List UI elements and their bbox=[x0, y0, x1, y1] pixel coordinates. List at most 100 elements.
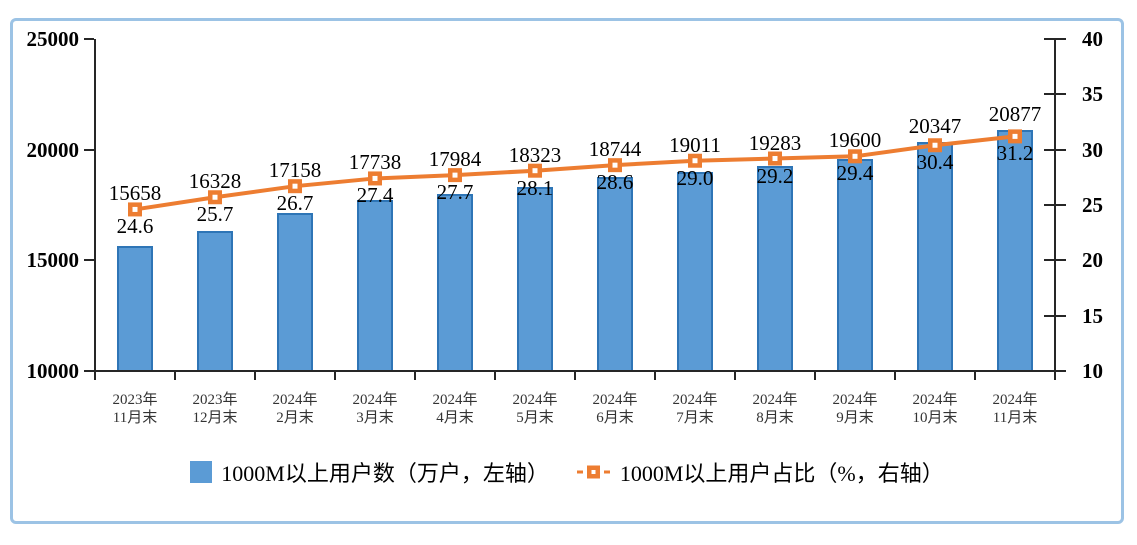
x-axis-label-line1: 2024年 bbox=[752, 392, 798, 408]
right-axis-tick-label: 15 bbox=[1082, 303, 1103, 328]
x-axis-tick bbox=[254, 372, 256, 380]
line-percent-label: 25.7 bbox=[196, 202, 234, 227]
bar-value-label: 17158 bbox=[268, 158, 322, 183]
line-percent-label: 28.1 bbox=[516, 175, 554, 200]
left-axis-tick bbox=[84, 148, 94, 151]
bar bbox=[277, 212, 313, 371]
bar-value-label: 15658 bbox=[108, 181, 162, 206]
bar-value-label: 17738 bbox=[348, 150, 402, 175]
line-percent-label: 29.4 bbox=[836, 161, 874, 186]
left-axis-line bbox=[94, 39, 96, 379]
bar-value-label: 17984 bbox=[428, 147, 482, 172]
x-axis-label: 2024年 5月末 bbox=[495, 391, 575, 427]
right-axis-tick-label: 20 bbox=[1082, 248, 1103, 273]
bar bbox=[677, 171, 713, 371]
line-percent-label: 27.4 bbox=[356, 183, 394, 208]
bar-value-label: 20877 bbox=[988, 102, 1042, 127]
x-axis-label: 2024年 2月末 bbox=[255, 391, 335, 427]
left-axis-tick-label: 20000 bbox=[26, 137, 80, 162]
x-axis-line bbox=[94, 370, 1056, 372]
legend-item-bar-series: 1000M以上用户数（万户，左轴） bbox=[190, 456, 549, 488]
left-axis-tick-label: 25000 bbox=[26, 27, 80, 51]
line-percent-label: 29.0 bbox=[676, 165, 714, 190]
x-axis-label-line1: 2024年 bbox=[992, 392, 1038, 408]
x-axis-label-line1: 2024年 bbox=[912, 392, 958, 408]
bar bbox=[437, 194, 473, 371]
x-axis-label: 2024年 6月末 bbox=[575, 391, 655, 427]
left-axis-tick-label: 15000 bbox=[26, 248, 80, 273]
bar-value-label: 19600 bbox=[828, 128, 882, 153]
right-axis-tick-label: 25 bbox=[1082, 193, 1103, 217]
x-axis-tick bbox=[894, 372, 896, 380]
bar-value-label: 20347 bbox=[908, 113, 962, 138]
x-axis-label-line2: 10月末 bbox=[912, 410, 958, 426]
x-axis-label-line2: 3月末 bbox=[356, 410, 394, 426]
line-percent-label: 31.2 bbox=[996, 141, 1034, 166]
x-axis-label-line2: 6月末 bbox=[596, 410, 634, 426]
right-axis-tick-label: 40 bbox=[1082, 27, 1103, 51]
legend-item-line-series: 1000M以上用户占比（%，右轴） bbox=[576, 456, 944, 488]
bar bbox=[597, 177, 633, 371]
x-axis-label-line1: 2024年 bbox=[432, 392, 478, 408]
x-axis-tick bbox=[1054, 372, 1056, 380]
x-axis-tick bbox=[974, 372, 976, 380]
right-axis-tick-label: 10 bbox=[1082, 359, 1103, 383]
x-axis-label-line2: 12月末 bbox=[192, 410, 238, 426]
right-axis-tick bbox=[1044, 38, 1066, 40]
x-axis-label-line1: 2024年 bbox=[512, 392, 558, 408]
x-axis-label: 2024年 10月末 bbox=[895, 391, 975, 427]
x-axis-label-line1: 2024年 bbox=[352, 392, 398, 408]
x-axis-label: 2024年 3月末 bbox=[335, 391, 415, 427]
x-axis-label: 2024年 4月末 bbox=[415, 391, 495, 427]
x-axis-label-line2: 4月末 bbox=[436, 410, 474, 426]
x-axis-label-line1: 2023年 bbox=[112, 392, 158, 408]
bar-value-label: 18744 bbox=[588, 137, 642, 162]
x-axis-label-line2: 5月末 bbox=[516, 410, 554, 426]
x-axis-label-line2: 8月末 bbox=[756, 410, 794, 426]
x-axis-tick bbox=[174, 372, 176, 380]
right-axis-line bbox=[1054, 39, 1056, 379]
bar bbox=[117, 245, 153, 371]
bar-value-label: 18323 bbox=[508, 142, 562, 167]
x-axis-tick bbox=[414, 372, 416, 380]
bar-value-label: 19283 bbox=[748, 130, 802, 155]
x-axis-tick bbox=[94, 372, 96, 380]
x-axis-label-line1: 2023年 bbox=[192, 392, 238, 408]
bar bbox=[917, 141, 953, 371]
line-percent-label: 27.7 bbox=[436, 180, 474, 205]
bar bbox=[517, 186, 553, 371]
x-axis-tick bbox=[574, 372, 576, 380]
x-axis-label-line2: 11月末 bbox=[112, 410, 158, 426]
x-axis-label: 2024年 11月末 bbox=[975, 391, 1055, 427]
bar-value-label: 19011 bbox=[669, 132, 721, 157]
x-axis-label-line2: 2月末 bbox=[276, 410, 314, 426]
x-axis-label-line1: 2024年 bbox=[592, 392, 638, 408]
x-axis-label-line1: 2024年 bbox=[832, 392, 878, 408]
line-percent-label: 29.2 bbox=[756, 163, 794, 188]
left-axis-tick bbox=[84, 38, 94, 40]
left-axis-tick bbox=[84, 259, 94, 262]
x-axis-label-line1: 2024年 bbox=[272, 392, 318, 408]
right-axis-tick-label: 30 bbox=[1082, 137, 1103, 162]
x-axis-tick bbox=[334, 372, 336, 380]
line-percent-label: 26.7 bbox=[276, 191, 314, 216]
x-axis-tick bbox=[734, 372, 736, 380]
x-axis-label-line2: 7月末 bbox=[676, 410, 714, 426]
left-axis-tick-label: 10000 bbox=[26, 359, 80, 383]
x-axis-label-line2: 11月末 bbox=[992, 410, 1038, 426]
bar bbox=[197, 230, 233, 371]
x-axis-label: 2024年 8月末 bbox=[735, 391, 815, 427]
legend-label-line-series: 1000M以上用户占比（%，右轴） bbox=[619, 461, 944, 486]
x-axis-tick bbox=[654, 372, 656, 380]
x-axis-label: 2024年 7月末 bbox=[655, 391, 735, 427]
bar bbox=[837, 158, 873, 371]
chart-border-frame bbox=[10, 18, 1124, 524]
right-axis-tick bbox=[1044, 204, 1066, 206]
x-axis-label: 2023年 11月末 bbox=[95, 391, 175, 427]
right-axis-tick bbox=[1044, 314, 1066, 317]
right-axis-tick bbox=[1044, 93, 1066, 96]
right-axis-tick bbox=[1044, 148, 1066, 151]
chart-legend: 1000M以上用户数（万户，左轴） 1000M以上用户占比（%，右轴） bbox=[10, 456, 1124, 488]
left-axis-tick bbox=[84, 370, 94, 372]
